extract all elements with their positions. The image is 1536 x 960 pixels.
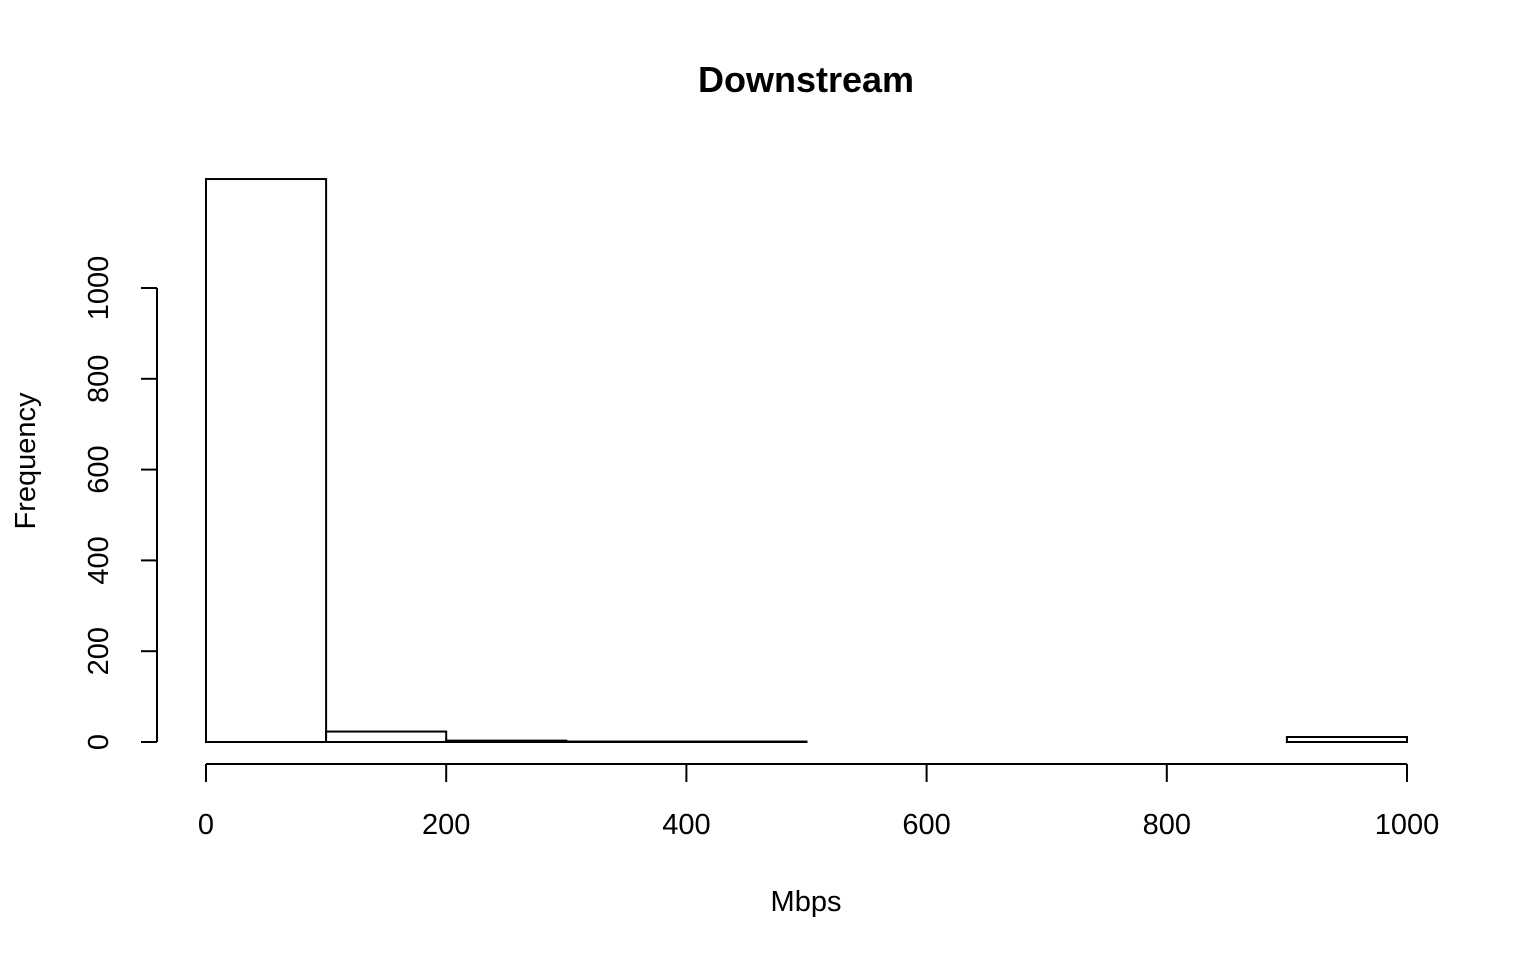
histogram-bar — [205, 178, 328, 744]
y-tick-label: 400 — [83, 536, 115, 584]
y-tick-label: 1000 — [83, 256, 115, 321]
y-axis: 0 200 400 600 800 1000 — [83, 256, 158, 750]
y-tick-label: 800 — [83, 355, 115, 403]
histogram-bar — [1285, 736, 1409, 743]
x-tick-label: 0 — [198, 809, 214, 841]
x-tick-label: 400 — [662, 809, 710, 841]
y-axis-label: Frequency — [10, 392, 42, 530]
x-axis-label: Mbps — [771, 886, 842, 918]
histogram-bar — [445, 739, 568, 744]
histogram-bar — [325, 730, 448, 743]
x-tick-label: 200 — [422, 809, 470, 841]
x-tick-label: 1000 — [1375, 809, 1440, 841]
x-tick-label: 600 — [902, 809, 950, 841]
histogram-bars — [205, 178, 1409, 744]
y-tick-label: 0 — [83, 734, 115, 750]
chart-title: Downstream — [698, 59, 914, 100]
y-tick-label: 200 — [83, 627, 115, 675]
x-tick-label: 800 — [1143, 809, 1191, 841]
y-tick-label: 600 — [83, 445, 115, 493]
x-axis: 0 200 400 600 800 1000 — [198, 763, 1440, 841]
